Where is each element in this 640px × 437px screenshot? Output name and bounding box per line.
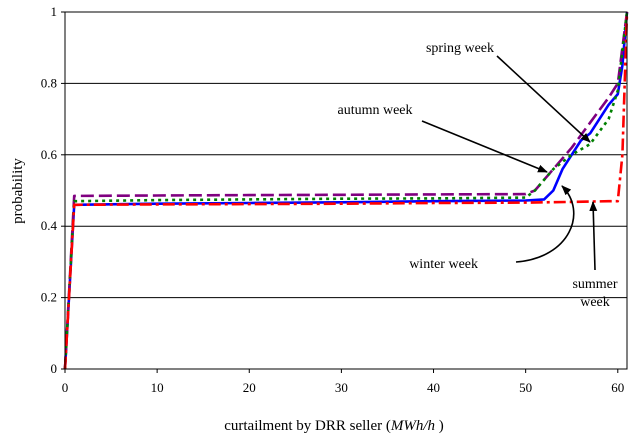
x-tick-label-5: 50 [519, 380, 532, 395]
plot-area-frame [64, 11, 628, 370]
x-tick-label-3: 30 [335, 380, 348, 395]
y-tick-label-1: 0.2 [41, 290, 57, 305]
series-line-2 [63, 11, 629, 370]
y-tick-label-0: 0 [51, 361, 58, 376]
y-tick-label-2: 0.4 [41, 218, 58, 233]
y-tick-label-4: 0.8 [41, 75, 57, 90]
series-group [63, 11, 629, 370]
x-tick-label-2: 20 [243, 380, 256, 395]
x-axis-label-text: curtailment by DRR seller ( [224, 418, 391, 434]
x-axis-label-close: ) [435, 418, 444, 434]
series-line-1 [63, 11, 629, 370]
annotations-group: spring week autumn week winter week summer w… [337, 41, 617, 310]
axis-ticks: 00.20.40.60.810 10 20 30 40 50 60 [41, 4, 625, 395]
annotation-arrow-3 [589, 201, 598, 271]
annotation-arrow-2 [515, 185, 575, 263]
y-tick-label-5: 1 [51, 4, 58, 19]
annotation-label-3-0: summer [572, 277, 617, 292]
x-tick-label-6: 60 [611, 380, 624, 395]
x-tick-label-4: 40 [427, 380, 440, 395]
x-axis-label-unit: MWh/h [390, 418, 435, 434]
grid-lines [65, 82, 627, 299]
annotation-label-2-0: winter week [409, 257, 478, 272]
x-tick-label-1: 10 [151, 380, 164, 395]
annotation-arrow-1 [421, 120, 548, 173]
x-tick-label-0: 0 [62, 380, 69, 395]
y-axis-label: probability [10, 158, 26, 224]
annotation-arrow-0 [496, 55, 591, 143]
annotation-label-3-1: week [580, 295, 610, 310]
annotation-label-1-0: autumn week [337, 103, 412, 118]
x-axis-label: curtailment by DRR seller (MWh/h ) [224, 418, 444, 434]
y-tick-label-3: 0.6 [41, 147, 58, 162]
series-line-3 [63, 11, 629, 370]
annotation-label-0-0: spring week [426, 41, 494, 56]
